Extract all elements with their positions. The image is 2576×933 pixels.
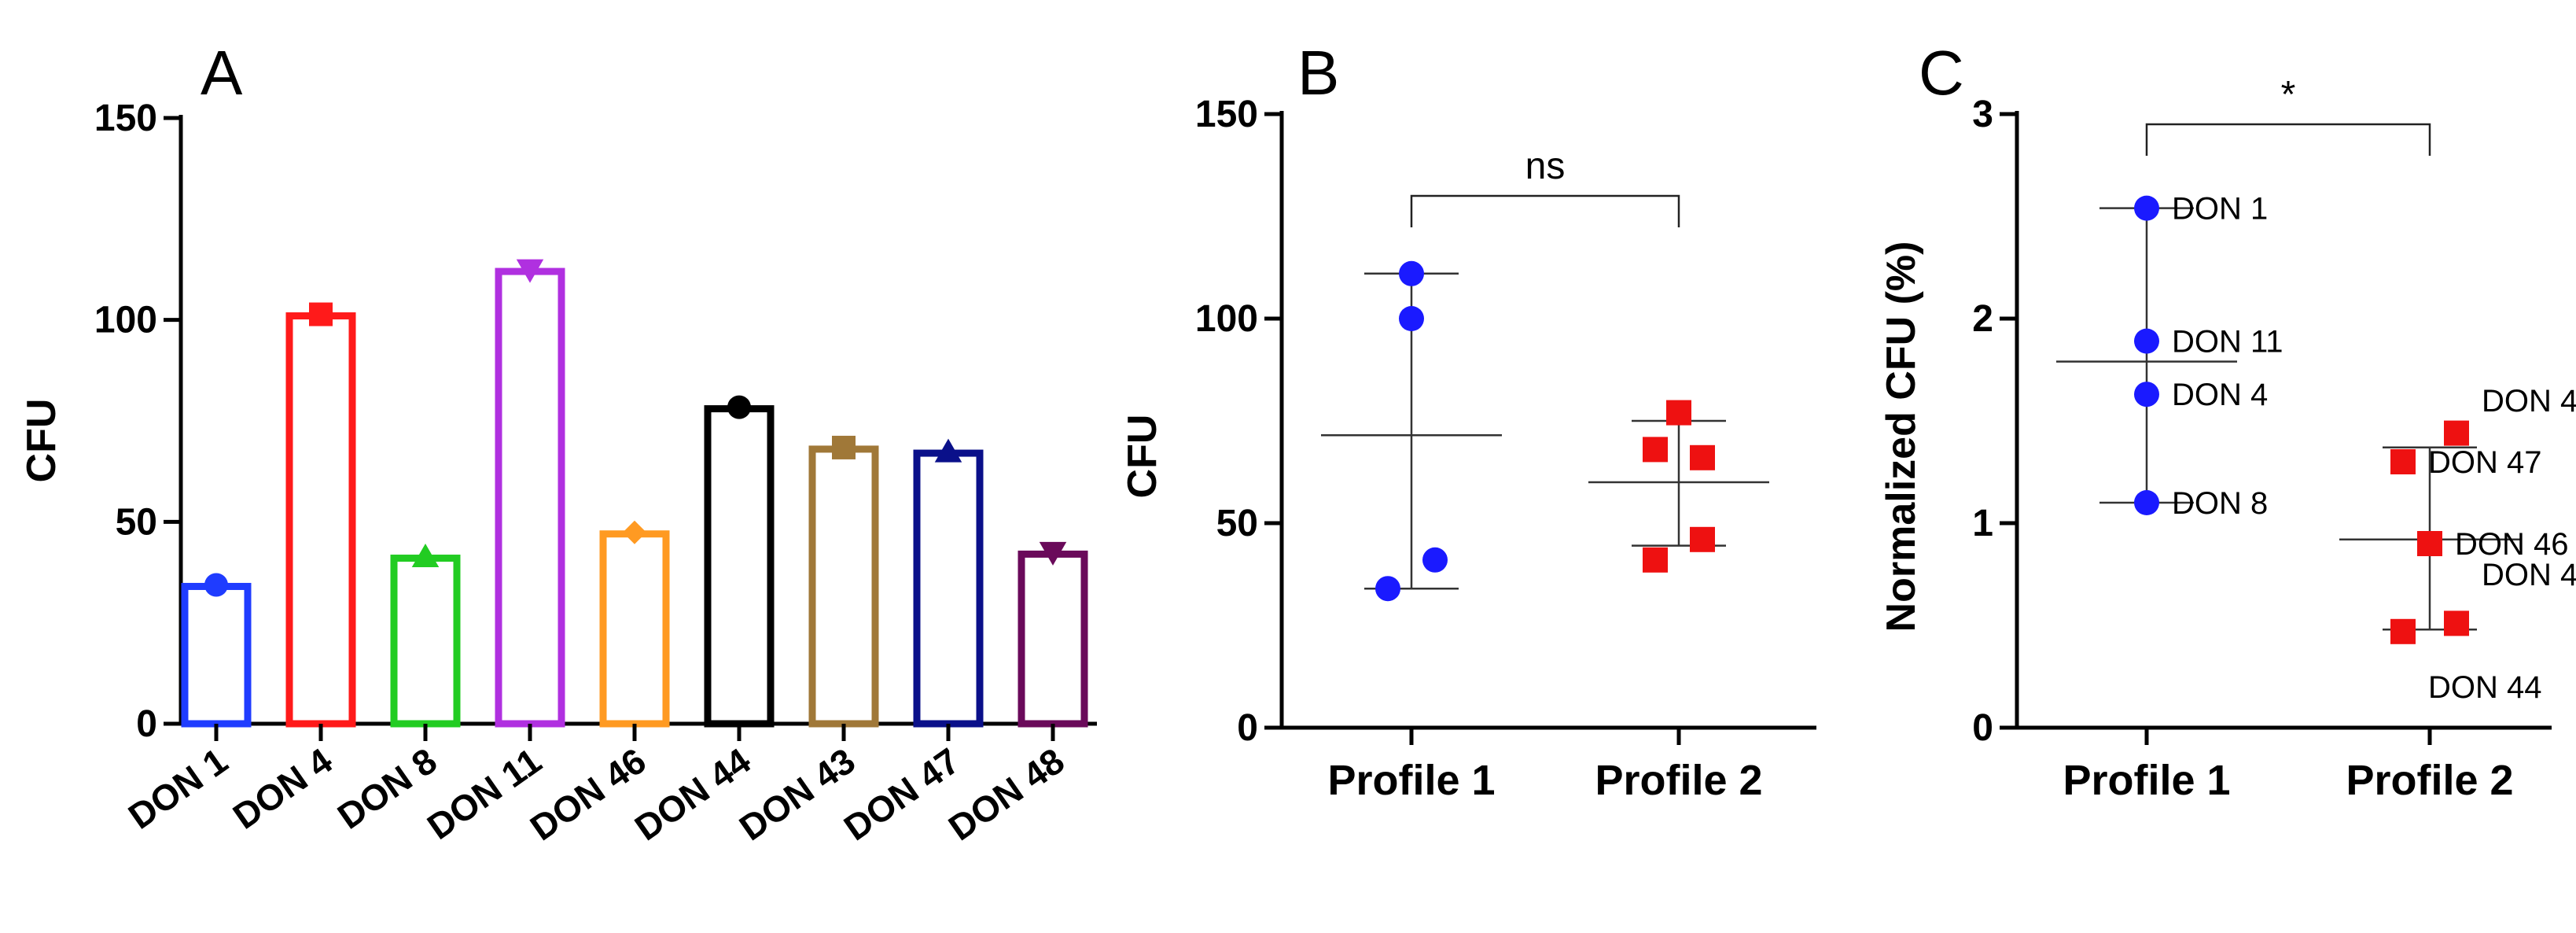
panel-c-x-tick-label: Profile 1 [2063,757,2230,804]
panel-a-bar-marker [204,573,228,597]
panel-a-bar [390,555,461,728]
panel-a-x-tick-label: DON 4 [226,739,340,836]
panel-a-y-tick-label: 50 [116,501,157,543]
panel-a-bar [495,267,565,728]
panel-c-data-point [2134,195,2159,221]
panel-c-y-axis-label: Normalized CFU (%) [1879,242,1924,632]
panel-c: C Normalized CFU (%) 0 1 2 3 Profile 1 Profil… [1879,38,2576,804]
panel-a-x-tick-label: DON 46 [523,740,653,849]
panel-b-data-point [1399,260,1424,286]
panel-a-bar [181,582,252,728]
panel-a-bar [285,312,356,728]
panel-b-x-tick-label: Profile 1 [1327,757,1495,804]
panel-b-y-tick-label: 50 [1216,503,1258,544]
panel-a-bar-marker [832,435,856,459]
panel-c-data-point [2134,328,2159,354]
panel-b-data-point [1375,576,1400,602]
panel-a-x-tick-label: DON 1 [121,740,235,837]
panel-c-significance-bracket [2145,123,2431,156]
panel-c-data-point [2444,610,2469,636]
panel-c-point-label: DON 8 [2172,486,2268,521]
panel-c-x-tick-label: Profile 2 [2346,757,2513,804]
panel-c-point-label: DON 47 [2428,445,2542,480]
panel-c-y-tick-label: 3 [1972,94,1993,135]
panel-c-point-label: DON 11 [2172,325,2283,360]
panel-b-significance-label: ns [1525,146,1566,187]
panel-a-bar-marker [727,395,751,419]
panel-b: B CFU 0 50 100 150 Profile 1 Profile 2 ns [1120,38,1816,804]
panel-b-data-point [1422,547,1448,573]
panel-b-y-tick-label: 150 [1195,94,1258,135]
panel-c-point-label: DON 1 [2172,192,2268,227]
panel-a-y-tick-label: 100 [94,300,157,341]
panel-a-bar [913,449,984,728]
panel-b-data-point [1666,400,1691,426]
panel-b-data-point [1399,306,1424,331]
panel-c-point-label: DON 46 [2455,527,2569,562]
panel-c-significance-label: * [2281,74,2296,116]
panel-c-data-point [2390,618,2416,644]
panel-a-bar [704,405,775,728]
panel-label-b: B [1297,38,1339,108]
panel-a-bar [1018,550,1088,728]
panel-a-bar [599,530,670,728]
panel-a-bar-marker [1039,541,1067,566]
panel-c-point-label: DON 43 [2482,558,2576,592]
panel-a-x-tick-label: DON 48 [941,740,1072,849]
panel-c-point-label: DON 48 [2482,384,2576,419]
panel-c-data-point [2134,490,2159,515]
panel-c-y-tick-label: 0 [1972,707,1993,749]
panel-c-data-point [2390,449,2416,474]
panel-b-data-point [1643,437,1668,463]
panel-b-y-axis-label: CFU [1120,415,1165,499]
panel-b-data-point [1643,547,1668,573]
panel-a-x-tick-label: DON 11 [420,740,549,847]
panel-b-significance-bracket [1410,194,1680,227]
panel-a-bar-marker [309,302,333,326]
panel-a-y-tick-label: 0 [136,703,157,745]
panel-a-x-tick-label: DON 44 [627,739,758,848]
panel-a-bar-marker [411,544,440,568]
panel-label-a: A [201,38,243,108]
panel-b-y-tick-label: 100 [1195,298,1258,340]
panel-a-bar-marker [623,520,646,544]
panel-c-y-tick-label: 1 [1972,503,1993,544]
panel-a-bar [808,445,879,728]
panel-c-data-point [2134,382,2159,407]
panel-b-y-tick-label: 0 [1237,707,1258,749]
panel-a-x-tick-label: DON 47 [837,740,967,849]
panel-c-data-point [2417,531,2442,556]
panel-c-point-label: DON 44 [2428,670,2542,705]
panel-b-data-point [1690,444,1715,470]
panel-a-x-tick-label: DON 43 [732,740,863,849]
panel-a-bar-marker [516,259,544,283]
panel-b-x-tick-label: Profile 2 [1595,757,1762,804]
panel-c-y-tick-label: 2 [1972,298,1993,340]
panel-b-data-point [1690,526,1715,552]
panel-label-c: C [1919,38,1964,108]
panel-c-point-label: DON 4 [2172,378,2268,412]
panel-a-y-tick-label: 150 [94,98,157,139]
panel-a-bar-marker [934,438,962,463]
panel-a-y-axis-label: CFU [19,399,64,483]
panel-c-data-point [2444,420,2469,446]
